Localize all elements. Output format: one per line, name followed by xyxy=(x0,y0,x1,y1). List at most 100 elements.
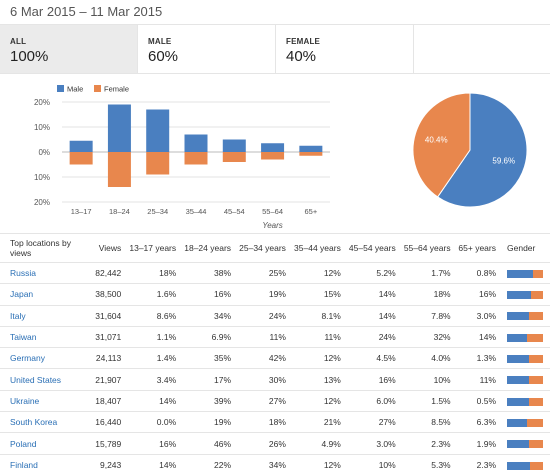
gender-cell xyxy=(499,368,550,391)
country-link[interactable]: United States xyxy=(0,368,91,391)
age-share-cell: 4.5% xyxy=(343,347,399,369)
gender-bar-female xyxy=(528,376,543,385)
y-tick-label: 0% xyxy=(38,148,50,157)
age-share-cell: 0.0% xyxy=(124,411,180,433)
gender-cell xyxy=(499,389,550,412)
views-cell: 9,243 xyxy=(91,453,125,475)
gender-bar-male xyxy=(507,397,529,406)
tab-female-value: 40% xyxy=(286,48,317,65)
gender-bar-male xyxy=(507,376,529,385)
col-header-13-17[interactable]: 13–17 years xyxy=(124,233,180,263)
views-cell: 15,789 xyxy=(91,432,125,455)
views-cell: 82,442 xyxy=(91,261,125,284)
age-share-cell: 42% xyxy=(234,347,289,369)
gender-split-bar xyxy=(507,355,543,364)
top-locations-table: Top locations by views Views 13–17 years… xyxy=(0,233,550,475)
table-row: Finland 9,243 14% 22% 34% 12% 10% 5.3% 2.3% xyxy=(0,453,550,475)
gender-bar-male xyxy=(507,312,530,321)
gender-tabs: ALL 100% MALE 60% FEMALE 40% xyxy=(0,24,550,74)
bar-male[interactable] xyxy=(69,140,93,152)
gender-cell xyxy=(499,411,550,433)
tab-all-value: 100% xyxy=(10,48,49,65)
age-share-cell: 17% xyxy=(179,368,235,391)
bar-female[interactable] xyxy=(107,152,131,187)
country-link[interactable]: Germany xyxy=(0,347,91,369)
x-tick-label: 55–64 xyxy=(262,207,283,216)
col-header-views[interactable]: Views xyxy=(91,233,125,263)
age-share-cell: 19% xyxy=(179,411,235,433)
col-header-25-34[interactable]: 25–34 years xyxy=(234,233,289,263)
age-share-cell: 10% xyxy=(343,453,399,475)
country-link[interactable]: Finland xyxy=(0,453,91,475)
country-link[interactable]: Poland xyxy=(0,432,91,455)
gender-split-bar xyxy=(507,291,543,300)
age-share-cell: 6.0% xyxy=(343,389,399,412)
age-share-cell: 12% xyxy=(288,453,344,475)
tab-female-label: FEMALE xyxy=(286,37,321,46)
views-cell: 24,113 xyxy=(91,347,125,369)
bar-female[interactable] xyxy=(146,152,170,175)
pie-slice[interactable] xyxy=(412,92,471,198)
age-share-cell: 4.0% xyxy=(398,347,454,369)
country-link[interactable]: Japan xyxy=(0,283,91,306)
country-link[interactable]: Ukraine xyxy=(0,389,91,412)
age-share-cell: 18% xyxy=(398,283,454,306)
bar-male[interactable] xyxy=(222,139,246,153)
age-share-cell: 18% xyxy=(234,411,289,433)
pie-slice[interactable] xyxy=(436,92,528,208)
table-row: Germany 24,113 1.4% 35% 42% 12% 4.5% 4.0% 1.3% xyxy=(0,347,550,369)
col-header-18-24[interactable]: 18–24 years xyxy=(179,233,235,263)
bar-female[interactable] xyxy=(261,152,285,160)
gender-split-bar xyxy=(507,440,543,449)
y-tick-label: 20% xyxy=(34,98,50,107)
tab-male[interactable]: MALE 60% xyxy=(138,25,276,73)
bar-male[interactable] xyxy=(261,143,285,152)
age-share-cell: 3.4% xyxy=(124,368,180,391)
bar-female[interactable] xyxy=(299,152,323,156)
country-link[interactable]: Russia xyxy=(0,261,91,284)
legend-label: Female xyxy=(104,85,129,94)
tab-female[interactable]: FEMALE 40% xyxy=(276,25,414,73)
gender-split-bar xyxy=(507,397,543,406)
bar-male[interactable] xyxy=(299,145,323,152)
age-share-cell: 30% xyxy=(234,368,289,391)
y-tick-label: 20% xyxy=(34,198,50,207)
col-header-location[interactable]: Top locations by views xyxy=(0,233,91,263)
age-share-cell: 6.3% xyxy=(453,411,499,433)
x-tick-label: 25–34 xyxy=(147,207,168,216)
gender-bar-female xyxy=(526,333,543,342)
col-header-55-64[interactable]: 55–64 years xyxy=(398,233,454,263)
age-share-cell: 25% xyxy=(234,261,289,284)
gender-bar-female xyxy=(528,440,543,449)
views-cell: 16,440 xyxy=(91,411,125,433)
age-share-cell: 24% xyxy=(343,325,399,348)
country-link[interactable]: South Korea xyxy=(0,411,91,433)
x-tick-label: 65+ xyxy=(304,207,317,216)
bar-male[interactable] xyxy=(184,134,208,153)
country-link[interactable]: Italy xyxy=(0,304,91,327)
col-header-65plus[interactable]: 65+ years xyxy=(453,233,499,263)
col-header-gender[interactable]: Gender xyxy=(499,233,550,263)
gender-split-bar xyxy=(507,418,543,427)
pie-slice-label: 59.6% xyxy=(492,156,515,165)
bar-female[interactable] xyxy=(69,152,93,165)
age-share-cell: 35% xyxy=(179,347,235,369)
tab-all[interactable]: ALL 100% xyxy=(0,25,138,73)
country-link[interactable]: Taiwan xyxy=(0,325,91,348)
gender-split-bar xyxy=(507,461,543,470)
col-header-45-54[interactable]: 45–54 years xyxy=(343,233,399,263)
gender-bar-male xyxy=(507,355,530,364)
bar-female[interactable] xyxy=(184,152,208,165)
bar-male[interactable] xyxy=(146,109,170,153)
gender-bar-male xyxy=(507,461,531,470)
age-share-cell: 26% xyxy=(234,432,289,455)
y-tick-label: 10% xyxy=(34,123,50,132)
x-axis-title: Years xyxy=(262,221,282,230)
table-row: South Korea 16,440 0.0% 19% 18% 21% 27% 8.5% 6.3… xyxy=(0,411,550,433)
table-header-row: Top locations by views Views 13–17 years… xyxy=(0,233,550,263)
col-header-35-44[interactable]: 35–44 years xyxy=(288,233,344,263)
bar-female[interactable] xyxy=(222,152,246,162)
bar-male[interactable] xyxy=(107,104,131,153)
age-share-cell: 16% xyxy=(124,432,180,455)
age-share-cell: 16% xyxy=(453,283,499,306)
